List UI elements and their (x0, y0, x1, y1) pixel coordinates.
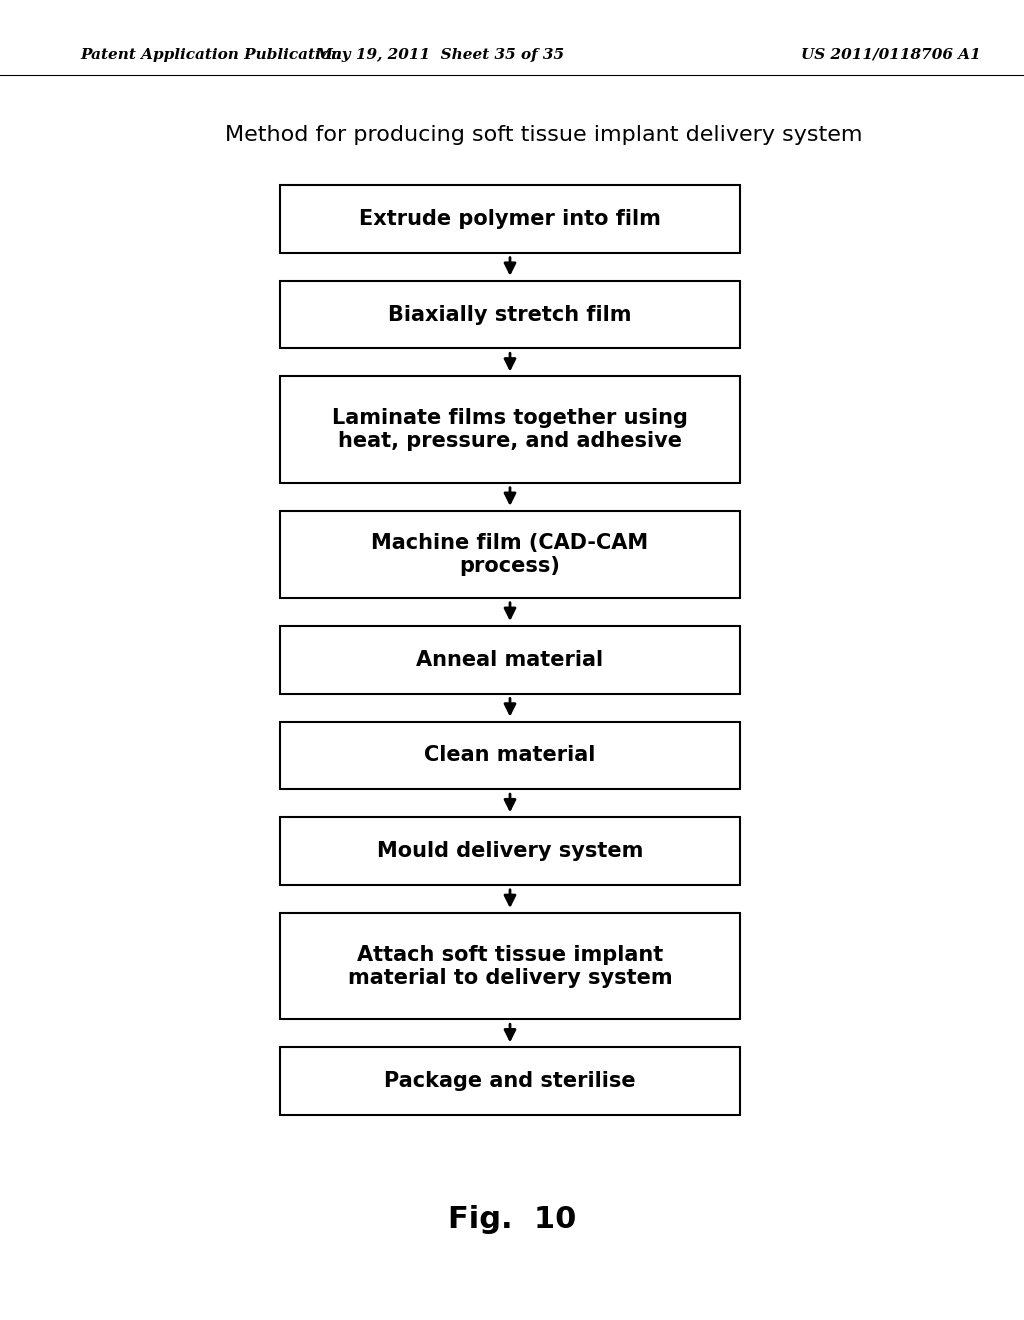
Bar (280, 376, 740, 483)
Text: Mould delivery system: Mould delivery system (377, 841, 643, 861)
Text: Extrude polymer into film: Extrude polymer into film (359, 209, 660, 228)
Text: Patent Application Publication: Patent Application Publication (80, 48, 342, 62)
Text: Package and sterilise: Package and sterilise (384, 1071, 636, 1092)
Bar (280, 1047, 740, 1115)
Bar (280, 185, 740, 252)
Bar (280, 511, 740, 598)
Text: May 19, 2011  Sheet 35 of 35: May 19, 2011 Sheet 35 of 35 (315, 48, 565, 62)
Bar (280, 817, 740, 884)
Text: Biaxially stretch film: Biaxially stretch film (388, 305, 632, 325)
Text: Fig.  10: Fig. 10 (447, 1205, 577, 1234)
Bar (280, 626, 740, 693)
Bar (280, 722, 740, 789)
Text: Method for producing soft tissue implant delivery system: Method for producing soft tissue implant… (225, 125, 863, 145)
Bar (280, 281, 740, 348)
Text: US 2011/0118706 A1: US 2011/0118706 A1 (801, 48, 981, 62)
Text: Anneal material: Anneal material (417, 649, 603, 669)
Text: Machine film (CAD-CAM
process): Machine film (CAD-CAM process) (372, 533, 648, 576)
Bar (280, 913, 740, 1019)
Text: Clean material: Clean material (424, 746, 596, 766)
Text: Laminate films together using
heat, pressure, and adhesive: Laminate films together using heat, pres… (332, 408, 688, 451)
Text: Attach soft tissue implant
material to delivery system: Attach soft tissue implant material to d… (348, 945, 673, 987)
